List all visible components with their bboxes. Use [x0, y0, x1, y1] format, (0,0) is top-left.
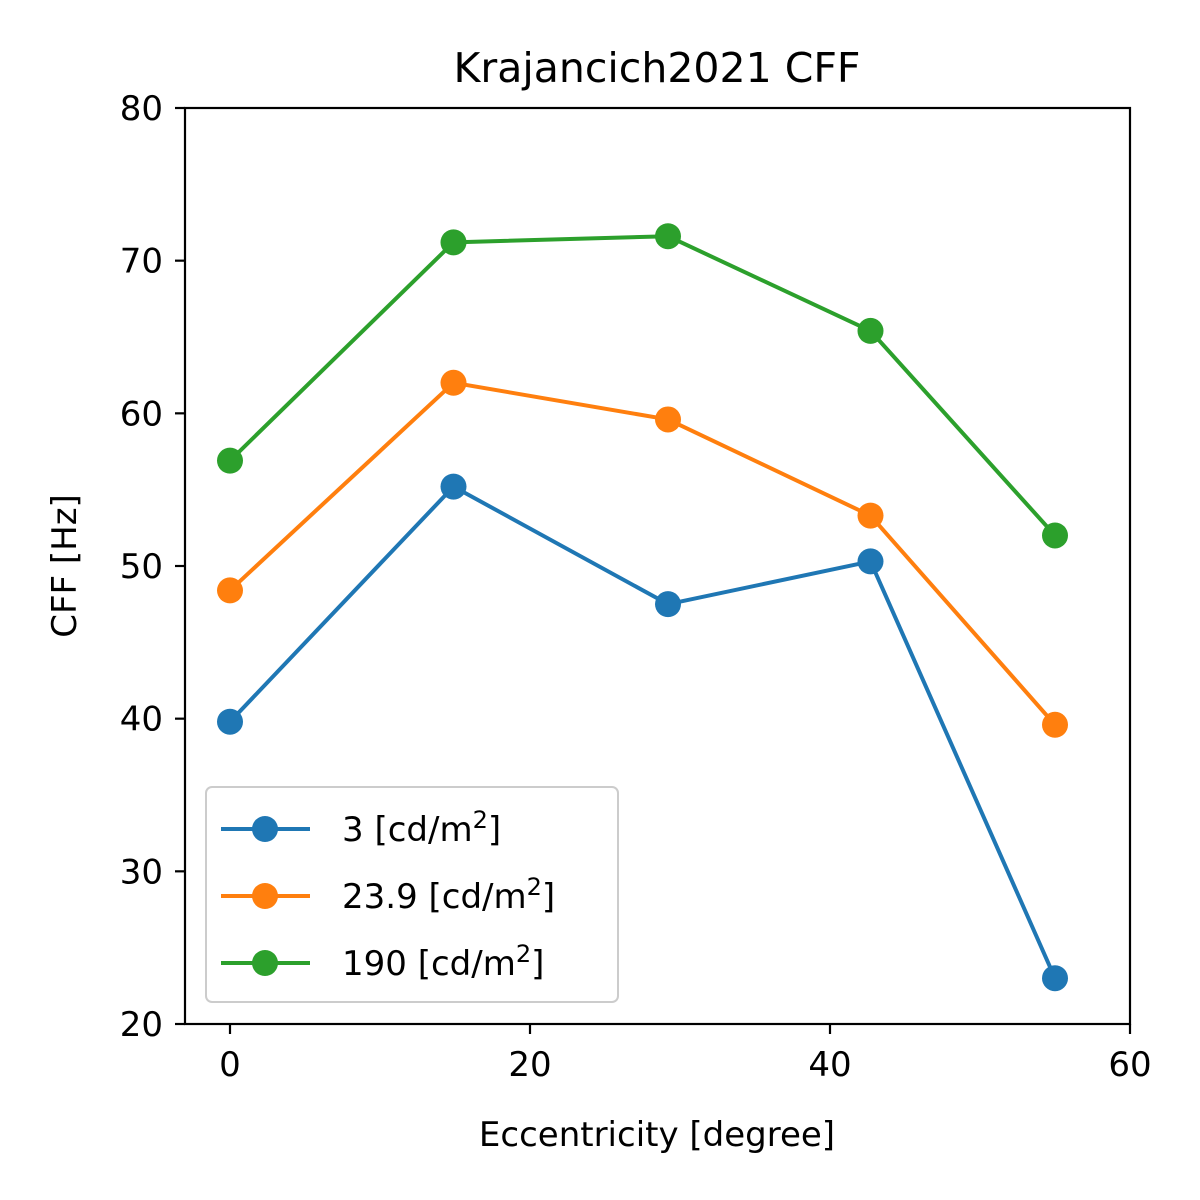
legend-series-name: 23.9 — [342, 877, 429, 917]
data-point — [440, 473, 467, 500]
legend-unit-end: ] — [531, 944, 544, 984]
data-point — [857, 548, 884, 575]
data-point — [655, 223, 681, 250]
series-line — [228, 380, 1057, 727]
y-tick-label: 30 — [120, 852, 163, 892]
y-tick-label: 70 — [120, 242, 163, 282]
series-line — [228, 234, 1057, 537]
legend-series-name: 190 — [342, 944, 418, 984]
series-0 — [217, 473, 1068, 992]
legend-unit-end: ] — [488, 810, 501, 850]
y-axis-label: CFF [Hz] — [45, 494, 85, 638]
series-2 — [217, 223, 1068, 549]
legend-label: 190 [cd/m2] — [342, 940, 544, 984]
x-axis-label: Eccentricity [degree] — [479, 1115, 835, 1155]
y-tick-label: 80 — [120, 89, 163, 129]
series-layer — [217, 223, 1068, 992]
data-point — [1042, 965, 1068, 992]
legend-item: 190 [cd/m2] — [221, 940, 544, 984]
data-point — [1042, 711, 1068, 738]
data-point — [217, 577, 243, 604]
x-tick-label: 40 — [808, 1045, 851, 1085]
legend-label: 23.9 [cd/m2] — [342, 873, 555, 917]
x-axis: 0 20 40 60 — [219, 1024, 1152, 1085]
legend-unit: [cd/m — [374, 810, 472, 850]
legend-unit-superscript: 2 — [473, 806, 488, 834]
y-tick-label: 20 — [120, 1005, 163, 1045]
data-point — [655, 591, 681, 618]
legend-unit-end: ] — [542, 877, 555, 917]
legend-unit-superscript: 2 — [516, 940, 531, 968]
legend-item: 3 [cd/m2] — [221, 806, 501, 850]
y-tick-label: 50 — [120, 547, 163, 587]
x-tick-label: 20 — [508, 1045, 551, 1085]
x-tick-label: 0 — [219, 1045, 241, 1085]
legend-marker — [252, 816, 278, 842]
data-point — [440, 229, 467, 256]
legend-label: 3 [cd/m2] — [342, 806, 501, 850]
chart-title: Krajancich2021 CFF — [454, 44, 861, 92]
legend-unit-superscript: 2 — [527, 873, 542, 901]
x-tick-label: 60 — [1108, 1045, 1151, 1085]
series-1 — [217, 369, 1068, 738]
legend: 3 [cd/m2]23.9 [cd/m2]190 [cd/m2] — [205, 786, 619, 1003]
data-point — [1042, 522, 1068, 549]
data-point — [857, 317, 884, 344]
legend-frame — [205, 786, 619, 1003]
legend-item: 23.9 [cd/m2] — [221, 873, 555, 917]
y-tick-label: 40 — [120, 700, 163, 740]
y-axis: 20 30 40 50 60 70 80 — [120, 89, 185, 1045]
legend-marker — [252, 950, 278, 976]
legend-marker — [252, 883, 278, 909]
data-point — [655, 406, 681, 433]
data-point — [217, 447, 243, 474]
legend-unit: [cd/m — [429, 877, 527, 917]
y-tick-label: 60 — [120, 394, 163, 434]
data-point — [217, 708, 243, 735]
data-point — [857, 502, 884, 529]
legend-unit: [cd/m — [418, 944, 516, 984]
legend-series-name: 3 — [342, 810, 374, 850]
data-point — [440, 369, 467, 396]
